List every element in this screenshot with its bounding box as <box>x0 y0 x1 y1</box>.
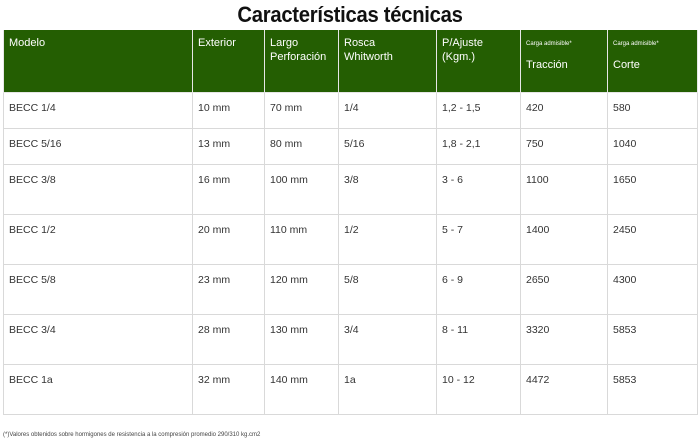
header-traccion-label: Tracción <box>526 59 568 71</box>
cell-largo: 110 mm <box>264 213 339 265</box>
cell-rosca: 1a <box>338 363 437 415</box>
cell-corte: 1650 <box>607 163 698 215</box>
cell-traccion: 3320 <box>520 313 608 365</box>
page-title: Características técnicas <box>237 2 463 27</box>
table-row: BECC 1a 32 mm 140 mm 1a 10 - 12 4472 585… <box>3 363 698 415</box>
cell-exterior: 28 mm <box>192 313 265 365</box>
cell-corte: 1040 <box>607 127 698 165</box>
cell-exterior: 23 mm <box>192 263 265 315</box>
cell-largo: 100 mm <box>264 163 339 215</box>
cell-corte: 5853 <box>607 313 698 365</box>
cell-exterior: 32 mm <box>192 363 265 415</box>
header-modelo: Modelo <box>3 30 193 93</box>
header-ajuste-line1: P/Ajuste <box>442 37 483 49</box>
cell-traccion: 750 <box>520 127 608 165</box>
cell-corte: 5853 <box>607 363 698 415</box>
header-exterior: Exterior <box>192 30 265 93</box>
cell-exterior: 10 mm <box>192 91 265 129</box>
table-row: BECC 1/4 10 mm 70 mm 1/4 1,2 - 1,5 420 5… <box>3 91 698 129</box>
cell-corte: 4300 <box>607 263 698 315</box>
header-rosca-line2: Whitworth <box>344 51 393 63</box>
header-ajuste: P/Ajuste (Kgm.) <box>436 30 521 93</box>
cell-traccion: 1100 <box>520 163 608 215</box>
header-rosca: Rosca Whitworth <box>338 30 437 93</box>
cell-traccion: 1400 <box>520 213 608 265</box>
table-row: BECC 1/2 20 mm 110 mm 1/2 5 - 7 1400 245… <box>3 213 698 265</box>
table-row: BECC 5/8 23 mm 120 mm 5/8 6 - 9 2650 430… <box>3 263 698 315</box>
cell-ajuste: 1,8 - 2,1 <box>436 127 521 165</box>
cell-ajuste: 6 - 9 <box>436 263 521 315</box>
footnote: (*)Valores obtenidos sobre hormigones de… <box>3 432 261 438</box>
cell-largo: 80 mm <box>264 127 339 165</box>
cell-rosca: 5/16 <box>338 127 437 165</box>
cell-modelo: BECC 1a <box>3 363 193 415</box>
cell-modelo: BECC 1/4 <box>3 91 193 129</box>
header-rosca-line1: Rosca <box>344 37 376 49</box>
cell-exterior: 20 mm <box>192 213 265 265</box>
cell-traccion: 2650 <box>520 263 608 315</box>
header-largo-line2: Perforación <box>270 51 327 63</box>
cell-exterior: 13 mm <box>192 127 265 165</box>
cell-ajuste: 3 - 6 <box>436 163 521 215</box>
cell-modelo: BECC 3/8 <box>3 163 193 215</box>
cell-rosca: 3/4 <box>338 313 437 365</box>
cell-ajuste: 5 - 7 <box>436 213 521 265</box>
cell-largo: 140 mm <box>264 363 339 415</box>
header-largo-line1: Largo <box>270 37 299 49</box>
cell-ajuste: 1,2 - 1,5 <box>436 91 521 129</box>
cell-modelo: BECC 3/4 <box>3 313 193 365</box>
header-traccion: Carga admisible* Tracción <box>520 30 608 93</box>
cell-corte: 580 <box>607 91 698 129</box>
cell-rosca: 1/2 <box>338 213 437 265</box>
table-row: BECC 5/16 13 mm 80 mm 5/16 1,8 - 2,1 750… <box>3 127 698 165</box>
cell-exterior: 16 mm <box>192 163 265 215</box>
header-corte-label: Corte <box>613 59 640 71</box>
table-row: BECC 3/4 28 mm 130 mm 3/4 8 - 11 3320 58… <box>3 313 698 365</box>
cell-traccion: 4472 <box>520 363 608 415</box>
header-corte: Carga admisible* Corte <box>607 30 698 93</box>
cell-largo: 70 mm <box>264 91 339 129</box>
cell-largo: 120 mm <box>264 263 339 315</box>
cell-modelo: BECC 5/16 <box>3 127 193 165</box>
cell-rosca: 3/8 <box>338 163 437 215</box>
header-traccion-note: Carga admisible* <box>526 41 572 47</box>
cell-traccion: 420 <box>520 91 608 129</box>
header-largo: Largo Perforación <box>264 30 339 93</box>
table-header-row: Modelo Exterior Largo Perforación Rosca … <box>3 30 698 93</box>
cell-modelo: BECC 1/2 <box>3 213 193 265</box>
cell-ajuste: 8 - 11 <box>436 313 521 365</box>
header-ajuste-line2: (Kgm.) <box>442 51 475 63</box>
cell-rosca: 1/4 <box>338 91 437 129</box>
cell-ajuste: 10 - 12 <box>436 363 521 415</box>
cell-largo: 130 mm <box>264 313 339 365</box>
specs-table: Modelo Exterior Largo Perforación Rosca … <box>3 30 698 415</box>
cell-modelo: BECC 5/8 <box>3 263 193 315</box>
cell-rosca: 5/8 <box>338 263 437 315</box>
table-row: BECC 3/8 16 mm 100 mm 3/8 3 - 6 1100 165… <box>3 163 698 215</box>
header-corte-note: Carga admisible* <box>613 41 659 47</box>
cell-corte: 2450 <box>607 213 698 265</box>
